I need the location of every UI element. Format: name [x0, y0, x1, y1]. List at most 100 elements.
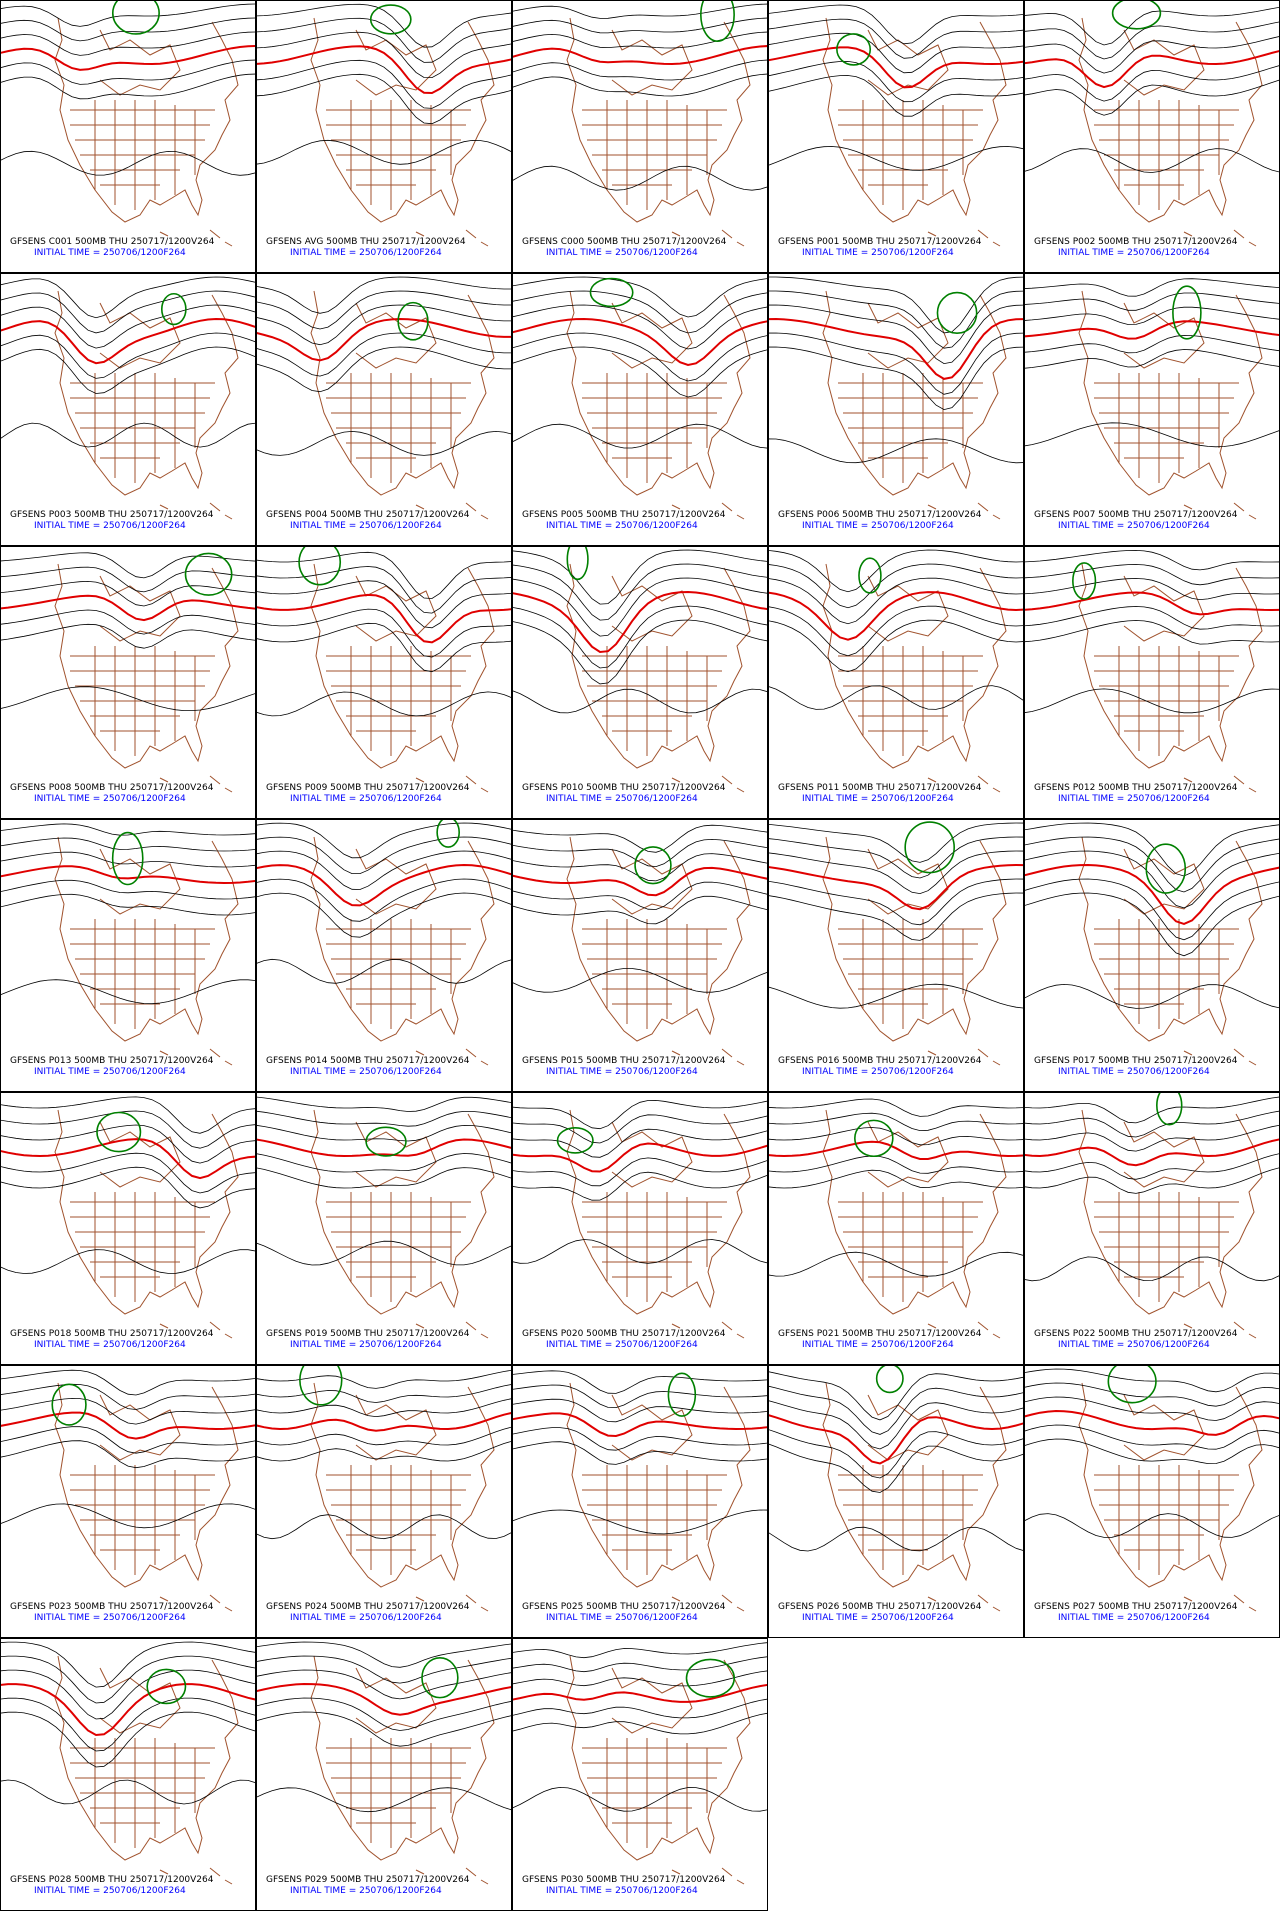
- height-contour: [1025, 564, 1279, 586]
- height-contour: [513, 1684, 767, 1703]
- panel-title: GFSENS P012 500MB THU 250717/1200V264: [1034, 783, 1238, 793]
- height-contour: [1025, 320, 1279, 340]
- height-contour: [1, 580, 255, 607]
- height-contour: [1, 823, 255, 836]
- height-contour: [1025, 836, 1279, 893]
- initial-time: INITIAL TIME = 250706/1200F264: [546, 521, 698, 531]
- height-contour: [1025, 148, 1279, 173]
- height-contour: [1, 150, 255, 176]
- map-panel: GFSENS P016 500MB THU 250717/1200V264INI…: [768, 819, 1024, 1092]
- height-contour: [1025, 1138, 1279, 1167]
- height-contour: [257, 580, 511, 629]
- height-contour: [1025, 863, 1279, 925]
- height-contour: [769, 619, 1023, 673]
- low-contour: [1156, 1093, 1183, 1126]
- initial-time: INITIAL TIME = 250706/1200F264: [546, 1067, 698, 1077]
- low-contour: [96, 1111, 142, 1153]
- initial-time: INITIAL TIME = 250706/1200F264: [34, 1067, 186, 1077]
- panel-border: [768, 819, 1024, 1092]
- panel-border: [768, 0, 1024, 273]
- height-contour: [1025, 688, 1279, 714]
- height-contour: [1, 1166, 255, 1209]
- height-contour: [1025, 422, 1279, 448]
- height-contour: [257, 1514, 511, 1540]
- height-contour: [1, 290, 255, 334]
- initial-time: INITIAL TIME = 250706/1200F264: [1058, 1340, 1210, 1350]
- map-panel: GFSENS C001 500MB THU 250717/1200V264INI…: [0, 0, 256, 273]
- panel-border: [0, 1638, 256, 1911]
- height-contour: [257, 1697, 511, 1731]
- height-contour: [769, 685, 1023, 710]
- height-contour: [1, 1503, 255, 1529]
- height-contour: [769, 1127, 1023, 1146]
- panel-title: GFSENS P022 500MB THU 250717/1200V264: [1034, 1329, 1238, 1339]
- panel-border: [256, 546, 512, 819]
- map-panel: GFSENS P003 500MB THU 250717/1200V264INI…: [0, 273, 256, 546]
- height-contour: [1025, 36, 1279, 74]
- initial-time: INITIAL TIME = 250706/1200F264: [1058, 1613, 1210, 1623]
- panel-title: GFSENS P001 500MB THU 250717/1200V264: [778, 237, 982, 247]
- height-contour: [1025, 1438, 1279, 1465]
- map-panel: GFSENS C000 500MB THU 250717/1200V264INI…: [512, 0, 768, 273]
- initial-time: INITIAL TIME = 250706/1200F264: [290, 794, 442, 804]
- map-panel: GFSENS P027 500MB THU 250717/1200V264INI…: [1024, 1365, 1280, 1638]
- low-contour: [836, 33, 872, 66]
- height-contour: [1, 1110, 255, 1149]
- height-contour: [1025, 892, 1279, 957]
- panel-title: GFSENS P027 500MB THU 250717/1200V264: [1034, 1602, 1238, 1612]
- height-contour: [1, 865, 255, 885]
- height-contour: [1, 566, 255, 593]
- height-contour: [257, 31, 511, 79]
- panel-content: [513, 276, 767, 520]
- low-contour: [1072, 562, 1097, 600]
- height-contour: [1, 686, 255, 711]
- low-contour: [436, 820, 460, 848]
- height-contour: [1, 3, 255, 27]
- low-contour: [184, 552, 233, 596]
- panel-border: [512, 819, 768, 1092]
- panel-content: [769, 549, 1023, 793]
- map-panel: GFSENS P019 500MB THU 250717/1200V264INI…: [256, 1092, 512, 1365]
- panel-border: [768, 273, 1024, 546]
- height-contour: [1, 1655, 255, 1704]
- low-contour: [369, 4, 412, 35]
- height-contour: [1, 879, 255, 900]
- height-contour: [257, 958, 511, 984]
- height-contour: [1, 59, 255, 85]
- height-contour: [513, 838, 767, 868]
- height-contour: [769, 46, 1023, 89]
- height-contour: [1, 1369, 255, 1396]
- panel-content: [1025, 1366, 1279, 1612]
- height-contour: [257, 1138, 511, 1158]
- height-contour: [1, 31, 255, 56]
- low-contour: [1172, 285, 1202, 340]
- initial-time: INITIAL TIME = 250706/1200F264: [34, 794, 186, 804]
- map-panel: GFSENS P024 500MB THU 250717/1200V264INI…: [256, 1365, 512, 1638]
- panel-title: GFSENS P013 500MB THU 250717/1200V264: [10, 1056, 214, 1066]
- height-contour: [257, 892, 511, 938]
- height-contour: [257, 622, 511, 673]
- panel-content: [513, 1, 767, 247]
- height-contour: [769, 892, 1023, 941]
- low-contour: [589, 277, 634, 308]
- low-contour: [556, 1127, 594, 1154]
- panel-title: GFSENS P007 500MB THU 250717/1200V264: [1034, 510, 1238, 520]
- height-contour: [513, 1099, 767, 1130]
- low-contour: [700, 1, 735, 42]
- height-contour: [769, 878, 1023, 926]
- map-panel: GFSENS P030 500MB THU 250717/1200V264INI…: [512, 1638, 768, 1911]
- height-contour: [1, 332, 255, 379]
- map-panel: GFSENS P015 500MB THU 250717/1200V264INI…: [512, 819, 768, 1092]
- height-contour: [1, 276, 255, 319]
- panel-content: [1, 1641, 255, 1885]
- height-contour: [257, 304, 511, 346]
- height-contour: [513, 73, 767, 97]
- panel-content: [257, 1641, 511, 1885]
- height-contour: [257, 1682, 511, 1716]
- map-panel: GFSENS P004 500MB THU 250717/1200V264INI…: [256, 273, 512, 546]
- height-contour: [769, 60, 1023, 103]
- map-panel: GFSENS P011 500MB THU 250717/1200V264INI…: [768, 546, 1024, 819]
- height-contour: [513, 1786, 767, 1812]
- height-contour: [513, 1656, 767, 1673]
